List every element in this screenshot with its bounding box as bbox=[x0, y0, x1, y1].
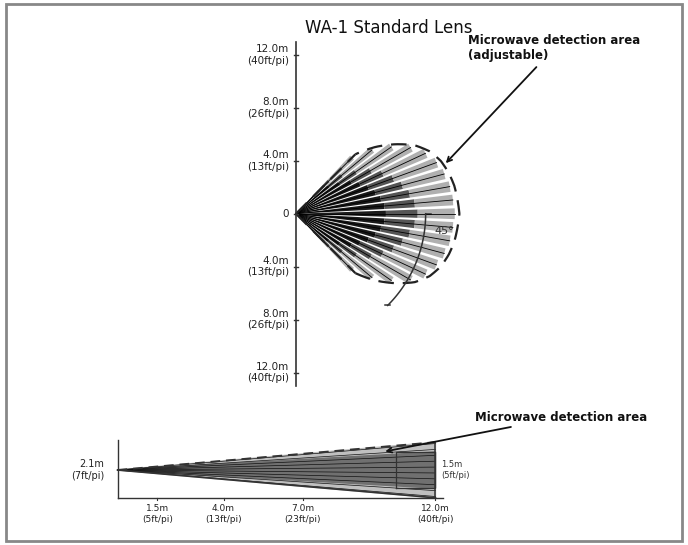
Polygon shape bbox=[297, 211, 386, 217]
Polygon shape bbox=[350, 168, 372, 184]
Polygon shape bbox=[297, 180, 352, 214]
Polygon shape bbox=[341, 251, 374, 280]
Polygon shape bbox=[380, 190, 410, 202]
Polygon shape bbox=[327, 245, 354, 272]
Polygon shape bbox=[118, 442, 436, 498]
Polygon shape bbox=[297, 185, 330, 213]
Polygon shape bbox=[297, 190, 376, 214]
Polygon shape bbox=[358, 241, 384, 257]
Polygon shape bbox=[384, 219, 415, 228]
Text: 12.0m
(40ft/pi): 12.0m (40ft/pi) bbox=[247, 44, 290, 66]
Polygon shape bbox=[297, 214, 320, 238]
Polygon shape bbox=[297, 182, 361, 214]
Text: 8.0m
(26ft/pi): 8.0m (26ft/pi) bbox=[247, 309, 290, 330]
Polygon shape bbox=[297, 214, 361, 245]
Text: 7.0m
(23ft/pi): 7.0m (23ft/pi) bbox=[285, 505, 321, 524]
Polygon shape bbox=[369, 144, 413, 173]
Polygon shape bbox=[386, 210, 418, 218]
Text: 45°: 45° bbox=[435, 226, 455, 235]
Polygon shape bbox=[297, 214, 376, 238]
Polygon shape bbox=[354, 144, 394, 174]
Text: 4.0m
(13ft/pi): 4.0m (13ft/pi) bbox=[247, 150, 290, 172]
Polygon shape bbox=[297, 214, 385, 225]
Polygon shape bbox=[391, 246, 438, 270]
Polygon shape bbox=[369, 254, 413, 284]
Polygon shape bbox=[338, 170, 357, 185]
Polygon shape bbox=[297, 214, 369, 243]
Text: 0: 0 bbox=[283, 209, 290, 219]
Text: 12.0m
(40ft/pi): 12.0m (40ft/pi) bbox=[247, 362, 290, 383]
Polygon shape bbox=[381, 251, 427, 278]
Text: Microwave detection area
(adjustable): Microwave detection area (adjustable) bbox=[447, 34, 641, 162]
Polygon shape bbox=[367, 238, 394, 252]
Text: 12.0m
(40ft/pi): 12.0m (40ft/pi) bbox=[417, 505, 453, 524]
Polygon shape bbox=[297, 203, 385, 214]
Polygon shape bbox=[401, 239, 446, 258]
Polygon shape bbox=[297, 185, 369, 214]
Polygon shape bbox=[350, 244, 372, 259]
Polygon shape bbox=[380, 226, 410, 238]
Polygon shape bbox=[297, 214, 381, 232]
Text: 1.5m
(5ft/pi): 1.5m (5ft/pi) bbox=[441, 461, 469, 480]
Text: 8.0m
(26ft/pi): 8.0m (26ft/pi) bbox=[247, 97, 290, 119]
Polygon shape bbox=[414, 195, 453, 208]
Polygon shape bbox=[297, 196, 381, 214]
Polygon shape bbox=[297, 214, 330, 242]
Polygon shape bbox=[409, 230, 451, 246]
Text: 4.0m
(13ft/pi): 4.0m (13ft/pi) bbox=[247, 256, 290, 277]
Polygon shape bbox=[319, 237, 330, 247]
Polygon shape bbox=[327, 240, 343, 253]
Polygon shape bbox=[354, 253, 394, 284]
Polygon shape bbox=[409, 181, 451, 198]
Polygon shape bbox=[341, 147, 374, 177]
Text: WA-1 Standard Lens: WA-1 Standard Lens bbox=[305, 20, 473, 38]
Polygon shape bbox=[401, 169, 446, 189]
Polygon shape bbox=[414, 220, 453, 233]
Polygon shape bbox=[418, 208, 455, 219]
Polygon shape bbox=[384, 199, 415, 209]
Polygon shape bbox=[319, 180, 330, 191]
Text: 1.5m
(5ft/pi): 1.5m (5ft/pi) bbox=[142, 505, 173, 524]
Polygon shape bbox=[358, 171, 384, 186]
Text: 2.1m
(7ft/pi): 2.1m (7ft/pi) bbox=[71, 459, 105, 481]
Polygon shape bbox=[374, 232, 403, 246]
Text: Microwave detection area: Microwave detection area bbox=[387, 410, 647, 452]
Polygon shape bbox=[327, 156, 354, 182]
Polygon shape bbox=[367, 175, 394, 190]
Polygon shape bbox=[297, 214, 352, 247]
Polygon shape bbox=[297, 190, 320, 213]
Polygon shape bbox=[391, 158, 438, 181]
Polygon shape bbox=[118, 452, 436, 488]
Text: 4.0m
(13ft/pi): 4.0m (13ft/pi) bbox=[205, 505, 241, 524]
Polygon shape bbox=[338, 243, 357, 257]
Polygon shape bbox=[327, 174, 343, 187]
Polygon shape bbox=[297, 214, 341, 246]
Polygon shape bbox=[381, 149, 427, 177]
Polygon shape bbox=[374, 181, 403, 195]
Polygon shape bbox=[297, 182, 341, 213]
